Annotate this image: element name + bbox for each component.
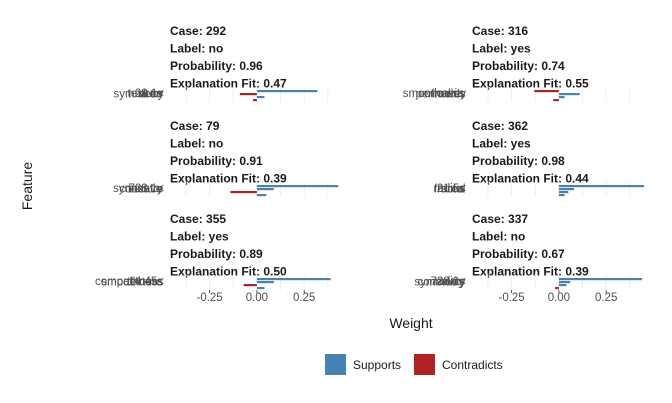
panel-title-line: Explanation Fit: 0.55 <box>472 77 589 91</box>
panel-title-line: Case: 362 <box>472 119 528 133</box>
facet-panel: Case: 337 Label: no Probability: 0.67 Expla… <box>414 212 643 290</box>
feature-label: texture <box>128 88 163 100</box>
feature-bar <box>230 191 257 194</box>
feature-bar <box>558 191 569 194</box>
feature-label: 28.1< <box>135 88 164 100</box>
facet-panel: Case: 292 Label: no Probability: 0.96 Expla… <box>114 24 329 102</box>
panel-title-line: Label: yes <box>472 137 531 151</box>
feature-bar <box>239 93 257 96</box>
x-axis-title: Weight <box>389 315 432 331</box>
feature-bar <box>243 284 257 287</box>
feature-label: concavity <box>418 88 466 100</box>
feature-bar <box>256 281 274 284</box>
feature-label: 14.45< <box>129 276 165 288</box>
feature-label: radius <box>434 89 466 101</box>
feature-bar <box>256 287 265 290</box>
feature-label: compactness <box>95 276 163 288</box>
legend-label: Supports <box>353 358 401 372</box>
x-tick-label: 0.25 <box>293 292 315 304</box>
x-tick-label: 0.00 <box>246 292 268 304</box>
x-tick-label: 0.25 <box>595 292 617 304</box>
feature-bar <box>558 194 565 197</box>
facet-panel: Case: 316 Label: yes Probability: 0.74 Expl… <box>403 24 631 102</box>
panel-title-line: Explanation Fit: 0.47 <box>170 77 287 91</box>
feature-bar <box>558 96 565 99</box>
panel-title-line: Explanation Fit: 0.50 <box>170 265 287 279</box>
panel-title-line: Label: no <box>472 230 525 244</box>
facet-panel: Case: 362 Label: yes Probability: 0.98 Expl… <box>433 119 644 197</box>
feature-label: radius <box>433 183 465 195</box>
feature-bar <box>553 99 559 102</box>
feature-label: 728.1< <box>431 276 467 288</box>
x-tick-label: 0.00 <box>548 292 570 304</box>
feature-label: symmetry <box>414 277 464 289</box>
panel-title-line: Explanation Fit: 0.44 <box>472 172 589 186</box>
x-axis: -0.25 0.00 0.25 -0.25 0.00 0.25 <box>196 290 617 304</box>
panel-title-line: Probability: 0.67 <box>472 247 565 261</box>
feature-bar <box>558 185 644 188</box>
legend-swatch <box>325 354 346 375</box>
panel-title-line: Case: 79 <box>170 119 220 133</box>
y-axis-title: Feature <box>19 162 35 210</box>
panel-title-line: Case: 337 <box>472 212 528 226</box>
panel-title-line: Case: 292 <box>170 24 226 38</box>
legend-swatch <box>414 354 435 375</box>
feature-bar <box>256 185 339 188</box>
legend: Supports Contradicts <box>325 354 503 375</box>
feature-label: smoothness <box>403 88 465 100</box>
feature-bar <box>558 188 575 191</box>
feature-label: perimeter <box>416 89 465 101</box>
panel-title-line: Label: yes <box>170 230 229 244</box>
legend-label: Contradicts <box>442 358 503 372</box>
facet-panel: Case: 79 Label: no Probability: 0.91 Explan… <box>113 119 339 197</box>
feature-bar <box>256 90 318 93</box>
feature-bar <box>256 194 267 197</box>
feature-label: 728.1< <box>129 183 165 195</box>
feature-label: 21.5< <box>437 183 466 195</box>
feature-bar <box>256 278 331 281</box>
x-tick-label: -0.25 <box>498 292 524 304</box>
feature-label: symmetry <box>113 183 163 195</box>
panel-title-line: Case: 316 <box>472 24 528 38</box>
feature-label: area <box>139 89 163 101</box>
panel-title-line: Label: no <box>170 137 223 151</box>
panel-title-line: Probability: 0.98 <box>472 154 565 168</box>
feature-label: fractal <box>434 184 465 196</box>
panel-title-line: Probability: 0.89 <box>170 247 263 261</box>
feature-label: texture <box>127 277 162 289</box>
feature-bar <box>534 90 559 93</box>
feature-bar <box>256 96 265 99</box>
feature-label: symmetry <box>114 89 164 101</box>
panel-title-line: Case: 355 <box>170 212 226 226</box>
feature-label: area <box>441 184 465 196</box>
panel-title-line: Explanation Fit: 0.39 <box>170 172 287 186</box>
panel-title-line: Probability: 0.96 <box>170 59 263 73</box>
panel-title-line: Probability: 0.91 <box>170 154 263 168</box>
feature-label: concave <box>119 184 162 196</box>
facet-panels: Case: 292 Label: no Probability: 0.96 Expla… <box>95 24 644 290</box>
feature-bar <box>555 287 559 290</box>
feature-label: smoothness <box>101 277 163 289</box>
feature-bar <box>558 284 567 287</box>
x-tick-label: -0.25 <box>196 292 222 304</box>
panel-title-line: Explanation Fit: 0.39 <box>472 265 589 279</box>
panel-title-line: Label: yes <box>472 42 531 56</box>
feature-label: texture <box>128 184 163 196</box>
feature-label: concavity <box>417 277 465 289</box>
feature-label: radius <box>433 276 465 288</box>
panel-title-line: Label: no <box>170 42 223 56</box>
feature-bar <box>253 99 257 102</box>
feature-bar <box>256 188 274 191</box>
feature-bar <box>558 281 571 284</box>
feature-bar <box>558 278 643 281</box>
facet-panel: Case: 355 Label: yes Probability: 0.89 Expl… <box>95 212 331 290</box>
panel-title-line: Probability: 0.74 <box>472 59 565 73</box>
feature-bar <box>558 93 580 96</box>
